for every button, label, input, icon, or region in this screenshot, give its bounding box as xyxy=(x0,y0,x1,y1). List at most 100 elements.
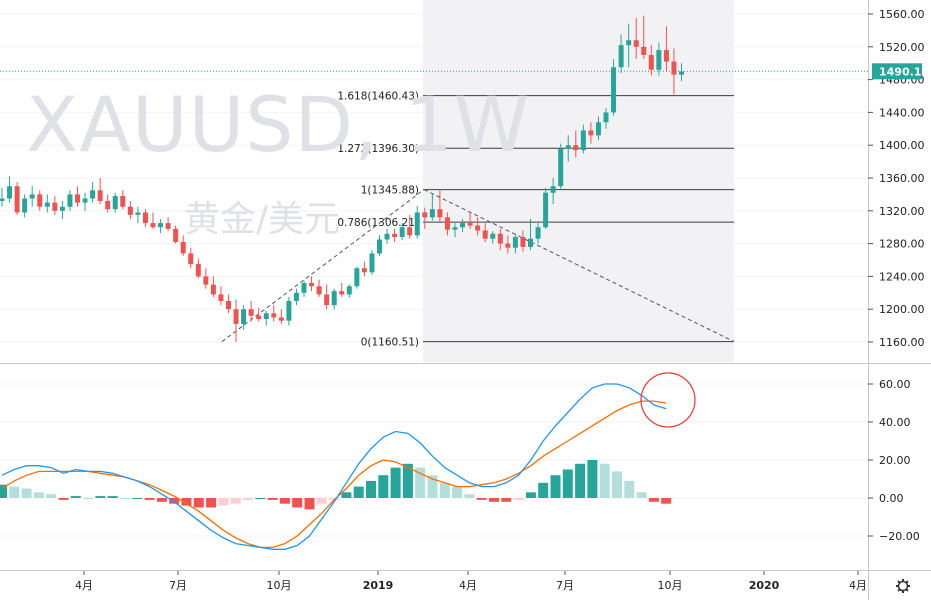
candle-body xyxy=(437,209,443,218)
candle-body xyxy=(278,317,284,321)
macd-histogram-bar xyxy=(83,498,94,499)
candle-body xyxy=(505,243,511,248)
candle-body xyxy=(452,227,458,230)
candle-body xyxy=(626,40,632,46)
candle-body xyxy=(309,282,315,287)
candle-body xyxy=(158,223,164,228)
macd-histogram-bar xyxy=(46,494,57,498)
candle-body xyxy=(490,233,496,239)
macd-histogram-bar xyxy=(476,498,487,500)
candle-body xyxy=(7,186,13,199)
candle-body xyxy=(497,233,503,244)
gear-icon[interactable] xyxy=(896,579,910,593)
macd-histogram-bar xyxy=(624,480,635,498)
candle-body xyxy=(248,309,254,316)
macd-histogram-bar xyxy=(132,498,143,499)
macd-histogram-bar xyxy=(70,496,81,498)
macd-histogram-bar xyxy=(427,475,438,498)
candle-body xyxy=(165,223,171,229)
candle-body xyxy=(595,122,601,136)
macd-histogram-bar xyxy=(144,498,155,500)
candle-body xyxy=(407,227,413,236)
candle-body xyxy=(316,286,322,295)
macd-histogram-bar xyxy=(439,482,450,498)
candle-body xyxy=(22,198,28,213)
macd-histogram-bar xyxy=(415,467,426,498)
candle-body xyxy=(271,313,277,318)
macd-histogram-bar xyxy=(230,498,241,504)
candle-body xyxy=(414,212,420,236)
candle-body xyxy=(59,206,65,211)
candle-body xyxy=(573,145,579,151)
candle-body xyxy=(460,223,466,228)
time-tick-label: 2019 xyxy=(363,579,394,592)
macd-tick-label: 0.00 xyxy=(879,492,904,505)
fib-level-label: 0(1160.51) xyxy=(361,337,419,349)
candle-body xyxy=(392,233,398,238)
macd-histogram-bar xyxy=(267,498,278,500)
candle-body xyxy=(150,223,156,228)
candle-body xyxy=(558,148,564,187)
fib-level-label: 0.786(1306.21) xyxy=(337,217,419,229)
time-tick-label: 2020 xyxy=(749,579,780,592)
fib-trend-line-2 xyxy=(423,189,735,343)
macd-histogram-bar xyxy=(156,498,167,502)
candle-body xyxy=(75,194,80,203)
candle-body xyxy=(105,200,111,210)
candle-body xyxy=(361,268,367,273)
price-tick-label: 1200.00 xyxy=(879,303,925,316)
candle-body xyxy=(97,190,103,201)
price-tick-label: 1280.00 xyxy=(879,238,925,251)
candle-body xyxy=(331,291,337,306)
time-tick-label: 7月 xyxy=(556,579,574,592)
candle-body xyxy=(588,130,594,136)
candle-body xyxy=(233,309,239,324)
macd-histogram-bar xyxy=(206,498,217,508)
candle-body xyxy=(429,209,435,218)
fib-level-label: 1(1345.88) xyxy=(361,185,419,197)
candle-body xyxy=(528,238,533,247)
candle-body xyxy=(301,282,307,293)
macd-axis: 60.00 40.00 20.00 0.00 −20.00 xyxy=(868,378,920,543)
candle-body xyxy=(377,239,382,254)
candle-body xyxy=(354,268,360,287)
macd-histogram-bar xyxy=(489,498,499,502)
macd-histogram-bar xyxy=(390,467,401,498)
candle-body xyxy=(618,45,624,68)
candle-body xyxy=(512,237,518,248)
price-axis: 1560.001520.001480.001440.001400.001360.… xyxy=(868,8,929,349)
candle-body xyxy=(679,71,684,75)
macd-histogram-bar xyxy=(181,498,192,506)
candle-body xyxy=(203,276,209,285)
candle-body xyxy=(195,264,201,277)
price-tick-label: 1160.00 xyxy=(879,336,925,349)
candle-body xyxy=(648,55,654,70)
macd-histogram-bar xyxy=(501,498,512,502)
macd-histogram-bar xyxy=(120,498,130,499)
candle-body xyxy=(256,315,262,320)
candle-body xyxy=(603,112,609,123)
candle-body xyxy=(467,223,473,226)
fib-level-label: 1.272(1396.30) xyxy=(337,143,419,155)
macd-histogram-bar xyxy=(329,498,340,500)
candle-body xyxy=(263,313,269,320)
macd-histogram-bar xyxy=(58,498,69,500)
macd-histogram-bar xyxy=(169,498,180,504)
price-tick-label: 1440.00 xyxy=(879,106,925,119)
candle-body xyxy=(0,198,5,201)
candle-body xyxy=(663,50,669,62)
candle-body xyxy=(14,186,20,213)
time-tick-label: 7月 xyxy=(169,579,187,592)
price-tick-label: 1520.00 xyxy=(879,41,925,54)
candle-body xyxy=(520,237,526,247)
macd-histogram-bar xyxy=(95,496,106,498)
candle-body xyxy=(543,192,549,228)
macd-tick-label: −20.00 xyxy=(879,530,920,543)
macd-histogram-bar xyxy=(661,498,672,504)
fib-level-label: 1.618(1460.43) xyxy=(337,91,419,103)
candle-body xyxy=(535,227,541,239)
candle-body xyxy=(44,202,50,207)
candle-body xyxy=(218,294,224,301)
candle-body xyxy=(633,40,639,47)
